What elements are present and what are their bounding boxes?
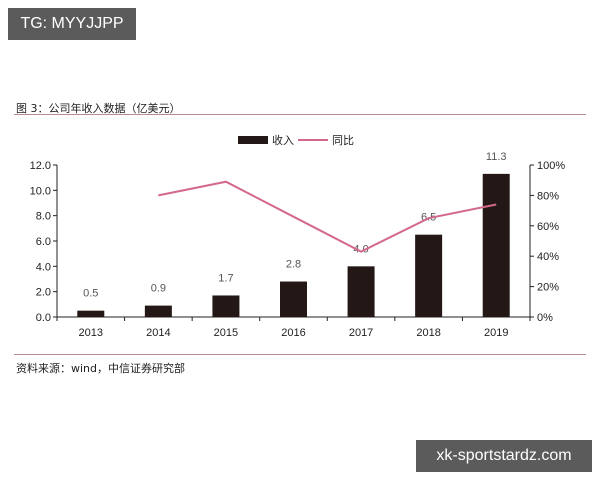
x-tick-label: 2016 xyxy=(281,327,305,339)
bar-value-label: 2.8 xyxy=(286,259,301,271)
revenue-bar xyxy=(415,234,443,317)
legend-line-label: 同比 xyxy=(332,134,354,147)
left-tick-label: 2.0 xyxy=(36,287,51,299)
revenue-bar xyxy=(212,295,240,317)
title-divider xyxy=(14,114,586,115)
right-tick-label: 100% xyxy=(537,160,565,172)
revenue-bar xyxy=(77,310,105,317)
revenue-bar xyxy=(280,281,307,317)
right-tick-label: 0% xyxy=(537,312,553,324)
bar-value-label: 4.0 xyxy=(353,243,368,255)
left-tick-label: 10.0 xyxy=(30,185,51,197)
bar-value-label: 0.5 xyxy=(83,288,98,300)
left-tick-label: 8.0 xyxy=(36,211,51,223)
revenue-chart: 收入 同比 0.0 2.0 4.0 6.0 8.0 10.0 12.0 0% 20% 40% 60%… xyxy=(30,133,566,339)
x-tick-label: 2018 xyxy=(416,327,440,339)
left-tick-label: 0.0 xyxy=(36,312,51,324)
bar-value-label: 0.9 xyxy=(151,283,166,295)
chart-legend: 收入 同比 xyxy=(238,133,354,147)
bar-value-label: 1.7 xyxy=(218,272,233,284)
revenue-bars xyxy=(77,173,510,317)
x-axis: 2013 2014 2015 2016 2017 2018 2019 xyxy=(56,316,531,339)
x-tick-label: 2019 xyxy=(484,327,508,339)
watermark-top-left: TG: MYYJJPP xyxy=(8,8,136,40)
revenue-bar xyxy=(144,305,172,317)
right-tick-label: 20% xyxy=(537,282,559,294)
left-y-axis: 0.0 2.0 4.0 6.0 8.0 10.0 12.0 xyxy=(30,160,58,324)
x-tick-label: 2017 xyxy=(349,327,373,339)
x-tick-label: 2015 xyxy=(214,327,238,339)
yoy-growth-line xyxy=(158,180,497,253)
x-tick-label: 2013 xyxy=(79,327,103,339)
right-tick-label: 40% xyxy=(537,251,559,263)
yoy-line xyxy=(158,180,497,253)
right-y-axis: 0% 20% 40% 60% 80% 100% xyxy=(529,160,565,324)
left-tick-label: 12.0 xyxy=(30,160,51,172)
watermark-bottom-right: xk-sportstardz.com xyxy=(416,440,592,472)
figure-title: 图 3：公司年收入数据（亿美元） xyxy=(16,102,181,115)
source-note: 资料来源：wind，中信证券研究部 xyxy=(16,362,186,375)
left-tick-label: 6.0 xyxy=(36,236,51,248)
left-tick-label: 4.0 xyxy=(36,261,51,273)
source-divider xyxy=(14,354,586,355)
bar-value-label: 11.3 xyxy=(486,151,507,163)
revenue-bar xyxy=(347,266,375,317)
x-tick-label: 2014 xyxy=(146,327,170,339)
bar-value-labels: 0.5 0.91.72.84.06.511.3 xyxy=(83,151,506,300)
legend-bar-label: 收入 xyxy=(272,133,294,147)
right-tick-label: 80% xyxy=(537,190,559,202)
right-tick-label: 60% xyxy=(537,221,559,233)
revenue-bar xyxy=(482,173,510,317)
legend-bar-swatch xyxy=(238,136,268,144)
